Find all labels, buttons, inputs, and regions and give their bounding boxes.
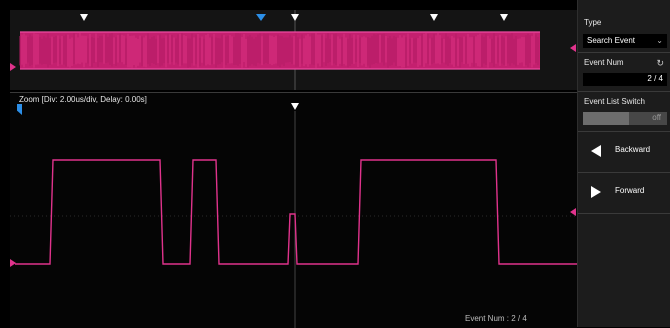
event-list-switch[interactable]: off bbox=[583, 112, 667, 125]
zoom-svg bbox=[10, 103, 577, 328]
channel-level-marker-zoom[interactable] bbox=[10, 259, 16, 267]
switch-state: off bbox=[652, 113, 661, 122]
overview-window bbox=[10, 10, 577, 90]
channel-level-marker-overview[interactable] bbox=[10, 63, 16, 71]
triangle-left-icon bbox=[591, 145, 601, 157]
event-marker-4[interactable] bbox=[500, 14, 508, 21]
waveform-screen: Zoom [Div: 2.00us/div, Delay: 0.00s] Eve… bbox=[10, 10, 577, 328]
divider bbox=[578, 91, 670, 92]
switch-knob bbox=[629, 112, 667, 125]
search-side-panel: Type Search Event ⌄ Event Num ↻ 2 / 4 Ev… bbox=[577, 0, 670, 327]
zoom-event-marker[interactable] bbox=[291, 103, 299, 110]
event-marker-2[interactable] bbox=[291, 14, 299, 21]
divider bbox=[578, 213, 670, 214]
zoom-start-marker[interactable] bbox=[17, 104, 22, 115]
divider bbox=[578, 131, 670, 132]
trigger-level-marker-overview[interactable] bbox=[570, 44, 576, 52]
event-marker-3[interactable] bbox=[430, 14, 438, 21]
current-event-marker[interactable] bbox=[256, 14, 266, 21]
forward-button[interactable]: Forward bbox=[578, 173, 670, 213]
type-dropdown[interactable]: Search Event ⌄ bbox=[583, 34, 667, 48]
event-num-value: 2 / 4 bbox=[647, 74, 663, 83]
event-list-switch-label: Event List Switch bbox=[584, 97, 645, 106]
divider bbox=[578, 172, 670, 173]
zoom-info-label: Zoom [Div: 2.00us/div, Delay: 0.00s] bbox=[19, 95, 147, 104]
event-marker-1[interactable] bbox=[80, 14, 88, 21]
divider bbox=[578, 52, 670, 53]
zoom-window: Zoom [Div: 2.00us/div, Delay: 0.00s] Eve… bbox=[10, 92, 577, 328]
chevron-down-icon: ⌄ bbox=[656, 36, 663, 45]
backward-label: Backward bbox=[615, 145, 651, 154]
zoom-grid bbox=[10, 103, 577, 328]
overview-noise bbox=[19, 33, 539, 68]
type-label: Type bbox=[584, 18, 602, 27]
event-num-label: Event Num bbox=[584, 58, 624, 67]
trigger-level-marker-zoom[interactable] bbox=[570, 208, 576, 216]
overview-svg bbox=[19, 10, 540, 90]
backward-button[interactable]: Backward bbox=[578, 132, 670, 172]
event-num-field[interactable]: 2 / 4 bbox=[583, 73, 667, 86]
triangle-right-icon bbox=[591, 186, 601, 198]
type-value: Search Event bbox=[587, 36, 636, 45]
zoom-waveform bbox=[15, 159, 577, 265]
event-num-status: Event Num : 2 / 4 bbox=[465, 314, 527, 323]
forward-label: Forward bbox=[615, 186, 645, 195]
refresh-icon[interactable]: ↻ bbox=[656, 58, 664, 68]
